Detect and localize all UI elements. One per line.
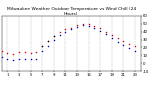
Point — [12, 60, 15, 61]
Point — [134, 45, 136, 47]
Point — [6, 52, 9, 54]
Point — [6, 58, 9, 59]
Point — [24, 58, 26, 59]
Point — [35, 52, 38, 53]
Point — [47, 45, 49, 47]
Title: Milwaukee Weather Outdoor Temperature vs Wind Chill (24 Hours): Milwaukee Weather Outdoor Temperature vs… — [7, 7, 136, 16]
Point — [0, 51, 3, 52]
Point — [41, 45, 44, 47]
Point — [52, 35, 55, 36]
Point — [58, 34, 61, 35]
Point — [111, 34, 113, 35]
Point — [122, 40, 125, 42]
Point — [116, 41, 119, 43]
Point — [82, 23, 84, 24]
Point — [82, 25, 84, 26]
Point — [93, 28, 96, 29]
Point — [41, 50, 44, 51]
Point — [0, 56, 3, 58]
Point — [99, 30, 101, 31]
Point — [18, 52, 20, 53]
Point — [99, 28, 101, 29]
Point — [58, 31, 61, 32]
Point — [105, 31, 107, 32]
Point — [87, 25, 90, 27]
Point — [111, 37, 113, 39]
Point — [64, 31, 67, 32]
Point — [18, 58, 20, 59]
Point — [29, 52, 32, 54]
Point — [52, 35, 55, 36]
Point — [47, 40, 49, 42]
Point — [47, 40, 49, 42]
Point — [128, 43, 131, 44]
Point — [134, 50, 136, 51]
Point — [87, 24, 90, 25]
Point — [128, 48, 131, 49]
Point — [122, 44, 125, 46]
Point — [29, 59, 32, 60]
Point — [70, 27, 72, 28]
Point — [76, 25, 78, 26]
Point — [52, 39, 55, 40]
Point — [41, 45, 44, 47]
Point — [76, 26, 78, 27]
Point — [12, 53, 15, 55]
Point — [35, 59, 38, 60]
Point — [116, 37, 119, 39]
Point — [70, 28, 72, 30]
Point — [105, 33, 107, 35]
Point — [64, 28, 67, 30]
Point — [93, 25, 96, 27]
Point — [24, 52, 26, 53]
